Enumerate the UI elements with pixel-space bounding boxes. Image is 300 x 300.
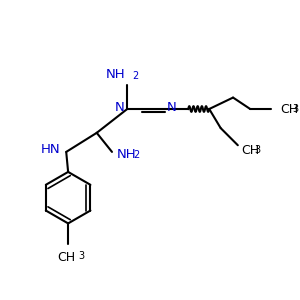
Text: HN: HN [41, 142, 61, 155]
Text: NH: NH [106, 68, 125, 81]
Text: NH: NH [117, 148, 136, 161]
Text: N: N [115, 100, 124, 114]
Text: N: N [167, 100, 177, 114]
Text: 2: 2 [132, 71, 138, 81]
Text: 3: 3 [254, 145, 260, 155]
Text: 3: 3 [292, 104, 298, 114]
Text: CH: CH [242, 143, 260, 157]
Text: 2: 2 [133, 150, 139, 160]
Text: CH: CH [280, 103, 298, 116]
Text: CH: CH [57, 251, 75, 264]
Text: 3: 3 [79, 251, 85, 261]
